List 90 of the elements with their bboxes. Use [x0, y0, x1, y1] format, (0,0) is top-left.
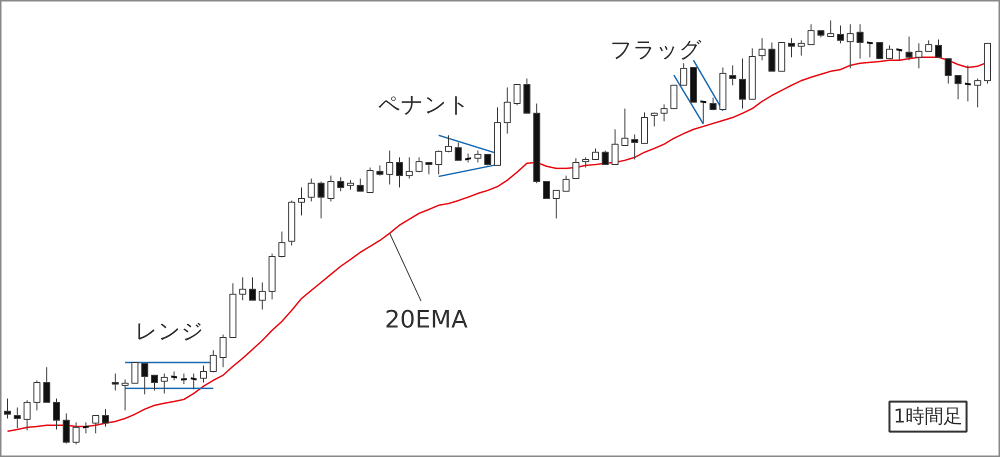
candlestick	[474, 150, 482, 163]
candlestick	[846, 24, 854, 69]
candlestick	[346, 180, 354, 190]
candlestick	[768, 42, 776, 72]
candlestick	[827, 20, 834, 38]
candlestick	[278, 231, 286, 258]
candlestick	[141, 362, 148, 395]
candlestick	[102, 408, 110, 428]
candlestick	[43, 366, 50, 403]
candlestick	[376, 164, 384, 176]
candlestick	[82, 422, 90, 434]
candlestick	[62, 412, 70, 444]
candlestick	[72, 422, 80, 445]
annotation: 1時間足	[893, 406, 963, 428]
candlestick	[416, 156, 423, 173]
candlestick	[298, 186, 306, 216]
candlestick	[308, 178, 315, 202]
candlestick	[944, 58, 952, 84]
candlestick	[484, 154, 492, 166]
candlestick	[602, 150, 609, 166]
candlestick	[836, 25, 844, 44]
candlestick	[180, 373, 188, 385]
candlestick	[444, 134, 452, 153]
candlestick	[406, 156, 413, 180]
candlestick	[974, 78, 982, 108]
candlestick	[592, 148, 600, 160]
candlestick	[886, 44, 894, 60]
candlestick	[798, 40, 805, 56]
candlestick	[562, 175, 570, 192]
candlestick	[856, 24, 864, 60]
candlestick	[650, 112, 658, 127]
candlestick	[788, 38, 796, 58]
candlestick	[454, 142, 462, 161]
candlestick	[24, 400, 31, 431]
candlestick	[210, 350, 217, 373]
candlestick	[808, 24, 815, 46]
candlestick	[582, 156, 590, 168]
candlestick	[612, 128, 619, 166]
candlestick	[396, 156, 404, 188]
candlestick	[866, 41, 874, 58]
candlestick	[327, 175, 334, 202]
candlestick	[112, 373, 119, 392]
candlestick	[366, 167, 374, 194]
candlestick	[738, 58, 746, 110]
annotation: レンジ	[134, 320, 204, 345]
candlestick	[52, 398, 60, 430]
candlestick	[4, 398, 12, 419]
candlestick	[220, 334, 227, 368]
candlestick	[150, 374, 158, 392]
candlestick	[318, 181, 325, 219]
candlestick	[239, 276, 246, 301]
candlestick	[552, 190, 560, 219]
candlestick	[190, 373, 198, 390]
candlestick	[542, 181, 550, 199]
candlestick	[758, 38, 766, 61]
candlestick	[621, 108, 628, 146]
candlestick	[92, 415, 100, 434]
candlestick	[14, 406, 21, 429]
candlestick	[122, 378, 129, 411]
candlestick	[934, 39, 942, 58]
candlestick	[631, 134, 638, 160]
candlestick	[425, 162, 432, 175]
candlestick	[680, 62, 688, 86]
candlestick	[925, 40, 932, 52]
candlestick	[710, 97, 717, 111]
candlestick	[131, 362, 138, 384]
candlestick	[699, 100, 708, 124]
candlestick	[954, 75, 962, 100]
candlestick	[33, 380, 40, 411]
candlestick	[386, 150, 394, 185]
candlestick	[915, 42, 922, 69]
candlestick	[356, 178, 364, 192]
candlestick	[504, 86, 511, 134]
candlestick	[906, 36, 913, 61]
annotation: ペナント	[378, 92, 470, 118]
candlestick	[572, 158, 580, 180]
candlestick	[200, 365, 208, 383]
candlestick	[670, 84, 678, 110]
candlestick	[258, 282, 266, 310]
candlestick	[729, 64, 736, 86]
candlestick	[514, 84, 521, 106]
candlestick	[660, 104, 668, 122]
candlestick	[964, 64, 972, 102]
candlestick	[248, 276, 256, 301]
candlestick	[435, 150, 442, 175]
annotation: フラッグ	[610, 38, 702, 63]
text: 20EMA	[384, 305, 468, 334]
candlestick	[337, 176, 344, 192]
candlestick	[876, 42, 884, 60]
candlestick	[160, 373, 168, 394]
